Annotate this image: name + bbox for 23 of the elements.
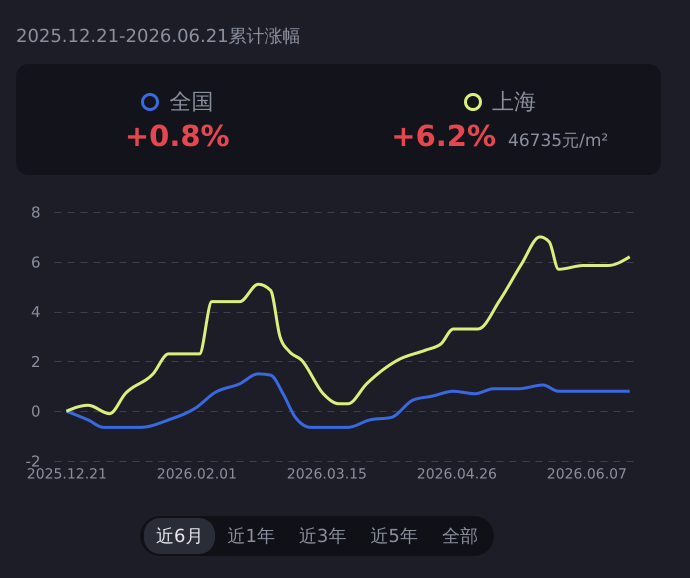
y-tick-label: 0 — [30, 402, 40, 421]
line-series — [64, 235, 632, 416]
x-tick-label: 2026.03.15 — [286, 466, 367, 482]
x-tick-label: 2025.12.21 — [26, 466, 107, 482]
y-tick-label: 2 — [30, 352, 40, 371]
text: 近1年 — [226, 525, 276, 549]
legend-label: 全国 — [168, 88, 214, 116]
text: 近5年 — [369, 525, 419, 549]
chart-title: 2025.12.21-2026.06.21累计涨幅 — [16, 25, 301, 48]
text: 全部 — [440, 525, 479, 549]
y-tick-label: 6 — [30, 253, 40, 272]
line-series — [64, 372, 632, 429]
y-tick-label: 4 — [30, 303, 40, 322]
text: 46735元/m² — [508, 130, 608, 152]
text: +0.8% — [124, 118, 230, 152]
legend-label: 上海 — [490, 88, 536, 116]
text: 近6月 — [144, 518, 216, 554]
y-tick-label: 8 — [30, 204, 40, 222]
x-tick-label: 2026.06.07 — [546, 466, 627, 482]
x-tick-label: 2026.02.01 — [156, 466, 237, 482]
text: 近3年 — [298, 525, 348, 549]
text: +6.2% — [391, 118, 496, 152]
x-tick-label: 2026.04.26 — [416, 466, 498, 482]
